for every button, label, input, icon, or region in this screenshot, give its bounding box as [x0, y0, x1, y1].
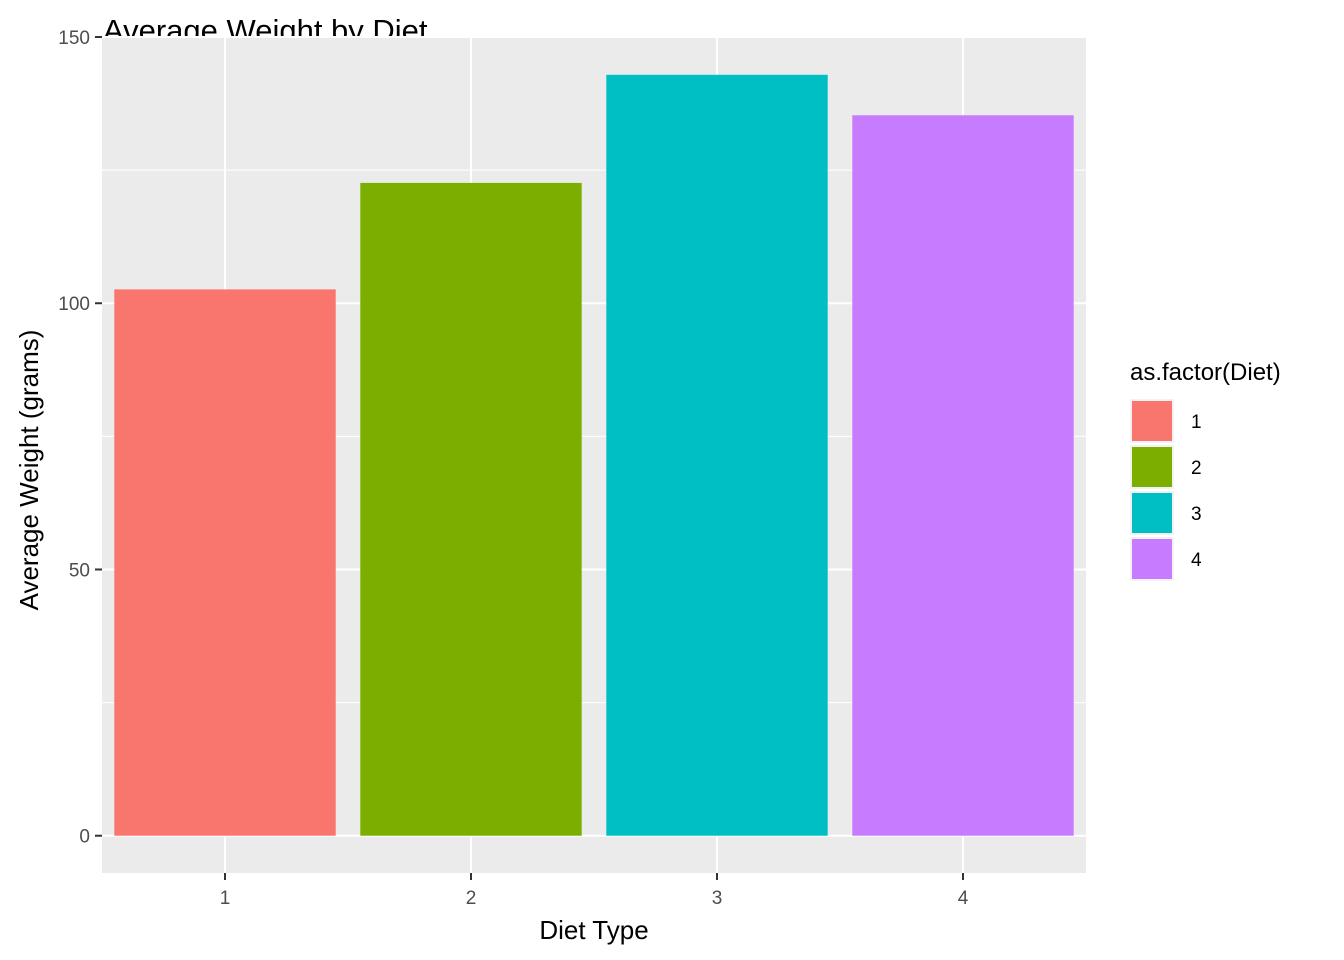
x-tick-label: 2 [466, 888, 477, 909]
x-tick-label: 4 [958, 888, 969, 909]
legend: as.factor(Diet) 1 2 3 4 [1130, 359, 1281, 581]
x-axis: 1 2 3 4 [220, 873, 969, 909]
y-tick-label: 100 [58, 294, 90, 315]
y-axis-title: Average Weight (grams) [14, 330, 44, 611]
legend-label: 1 [1191, 412, 1202, 433]
legend-swatch [1132, 447, 1172, 487]
bar-4 [852, 115, 1073, 835]
legend-swatch [1132, 539, 1172, 579]
legend-label: 3 [1191, 504, 1202, 525]
legend-items: 1 2 3 4 [1130, 399, 1202, 581]
y-tick-label: 150 [58, 28, 90, 49]
bar-2 [360, 183, 581, 836]
legend-title: as.factor(Diet) [1130, 359, 1281, 386]
x-axis-title: Diet Type [539, 915, 648, 945]
legend-label: 4 [1191, 550, 1202, 571]
x-tick-label: 1 [220, 888, 231, 909]
legend-swatch [1132, 401, 1172, 441]
y-tick-label: 50 [69, 560, 90, 581]
legend-label: 2 [1191, 458, 1202, 479]
x-tick-label: 3 [712, 888, 723, 909]
y-axis: 0 50 100 150 [58, 28, 102, 848]
bar-1 [114, 289, 335, 835]
legend-swatch [1132, 493, 1172, 533]
bar-3 [606, 75, 827, 836]
y-tick-label: 0 [79, 827, 90, 848]
